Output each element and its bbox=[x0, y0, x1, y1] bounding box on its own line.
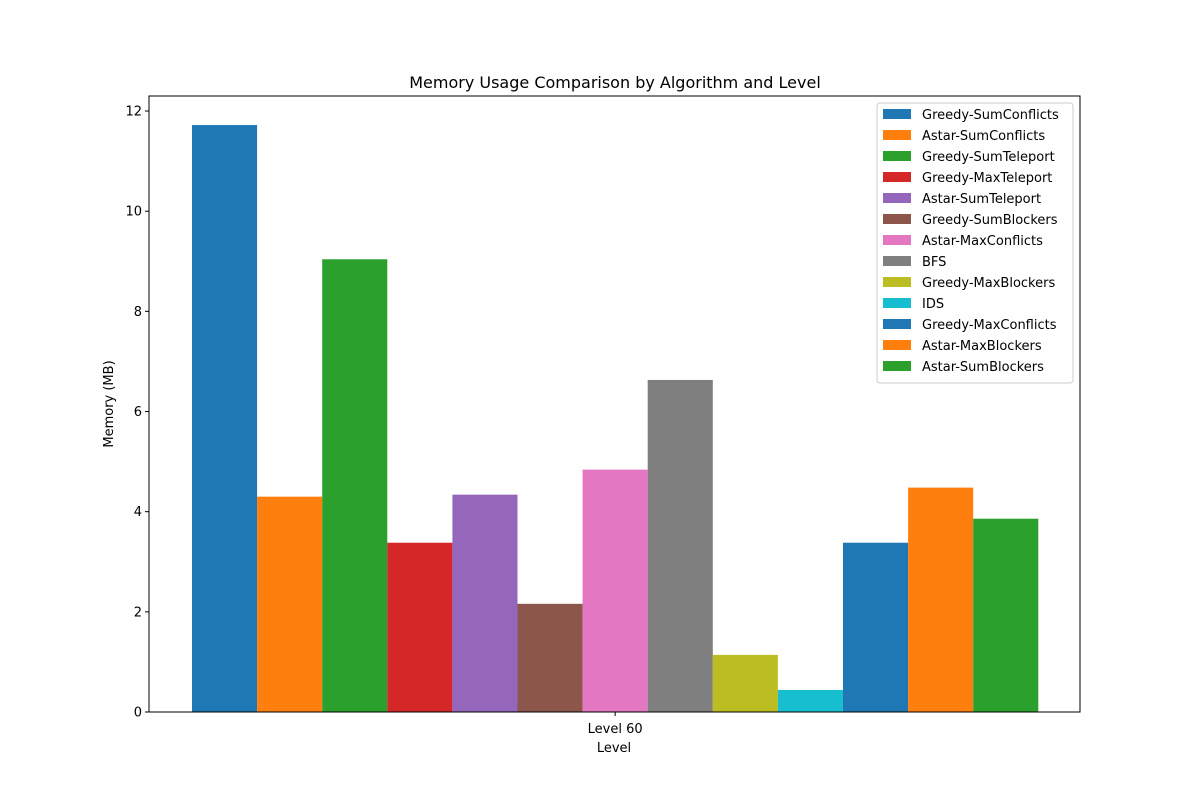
legend-label: Greedy-MaxBlockers bbox=[922, 276, 1055, 291]
legend-label: Greedy-MaxConflicts bbox=[922, 318, 1057, 333]
legend-label: Astar-SumConflicts bbox=[922, 129, 1045, 144]
legend-swatch bbox=[883, 109, 911, 119]
y-axis-label: Memory (MB) bbox=[102, 360, 117, 447]
bars-group bbox=[192, 125, 1039, 713]
plot-area-frame bbox=[148, 95, 1081, 713]
legend-label: Astar-SumBlockers bbox=[922, 360, 1044, 375]
legend-label: Greedy-MaxTeleport bbox=[922, 171, 1052, 186]
legend-swatch bbox=[883, 340, 911, 350]
y-tick-label: 2 bbox=[134, 605, 142, 620]
y-axis: 0 2 4 6 8 10 12 bbox=[125, 105, 149, 721]
bar-astar-maxblockers bbox=[908, 487, 974, 712]
chart-title: Memory Usage Comparison by Algorithm and… bbox=[409, 73, 821, 92]
y-tick-label: 12 bbox=[125, 105, 142, 120]
legend-label: Greedy-SumTeleport bbox=[922, 150, 1055, 165]
legend-label: Greedy-SumBlockers bbox=[922, 213, 1058, 228]
bar-greedy-maxblockers bbox=[712, 654, 778, 712]
bar-astar-sumblockers bbox=[973, 518, 1039, 712]
bar-ids bbox=[777, 689, 843, 712]
legend-swatch bbox=[883, 214, 911, 224]
x-axis-label: Level bbox=[597, 741, 631, 756]
legend-swatch bbox=[883, 256, 911, 266]
legend-label: Astar-SumTeleport bbox=[922, 192, 1041, 207]
bar-greedy-maxteleport bbox=[387, 542, 453, 712]
bar-greedy-sumblockers bbox=[517, 603, 583, 712]
legend-swatch bbox=[883, 235, 911, 245]
y-tick-label: 0 bbox=[134, 706, 142, 721]
bar-greedy-sumteleport bbox=[322, 259, 388, 712]
bar-greedy-maxconflicts bbox=[843, 542, 909, 712]
bar-astar-maxconflicts bbox=[582, 469, 648, 712]
y-tick-label: 6 bbox=[134, 405, 142, 420]
legend-swatch bbox=[883, 151, 911, 161]
y-tick-label: 4 bbox=[134, 505, 142, 520]
legend-swatch bbox=[883, 361, 911, 371]
legend-label: Astar-MaxBlockers bbox=[922, 339, 1042, 354]
x-tick-label: Level 60 bbox=[588, 722, 643, 737]
legend-swatch bbox=[883, 277, 911, 287]
legend-swatch bbox=[883, 130, 911, 140]
y-tick-label: 8 bbox=[134, 305, 142, 320]
legend-label: BFS bbox=[922, 255, 946, 270]
legend-swatch bbox=[883, 193, 911, 203]
legend-label: IDS bbox=[922, 297, 944, 312]
y-tick-label: 10 bbox=[125, 205, 142, 220]
bar-bfs bbox=[647, 379, 713, 712]
legend-swatch bbox=[883, 172, 911, 182]
bar-astar-sumteleport bbox=[452, 494, 518, 712]
bar-greedy-sumconflicts bbox=[192, 125, 258, 713]
legend-swatch bbox=[883, 298, 911, 308]
legend-swatch bbox=[883, 319, 911, 329]
bar-astar-sumconflicts bbox=[257, 496, 323, 712]
legend-frame bbox=[876, 102, 1074, 384]
x-axis: Level 60 bbox=[588, 712, 643, 737]
legend-label: Greedy-SumConflicts bbox=[922, 108, 1059, 123]
legend: Greedy-SumConflicts Astar-SumConflicts Gre… bbox=[876, 102, 1074, 384]
legend-label: Astar-MaxConflicts bbox=[922, 234, 1043, 249]
